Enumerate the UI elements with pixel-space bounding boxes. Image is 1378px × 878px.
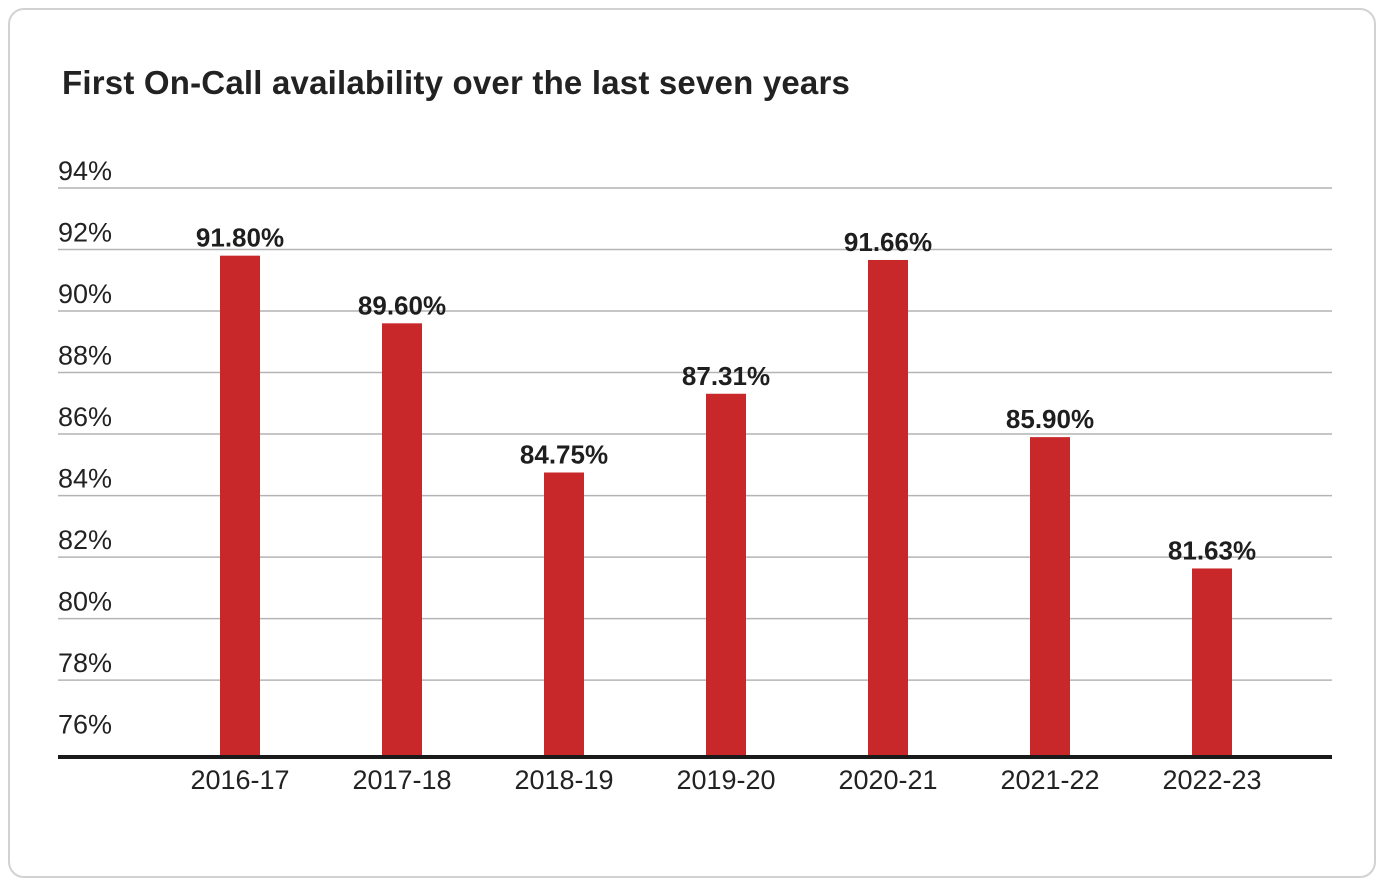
x-tick-label-2016-17: 2016-17 <box>190 765 289 795</box>
y-tick-label: 76% <box>58 710 112 740</box>
data-label-2016-17: 91.80% <box>196 223 284 253</box>
data-label-2022-23: 81.63% <box>1168 535 1256 565</box>
data-label-2021-22: 85.90% <box>1006 404 1094 434</box>
data-label-2019-20: 87.31% <box>682 361 770 391</box>
x-tick-label-2022-23: 2022-23 <box>1162 765 1261 795</box>
chart-title: First On-Call availability over the last… <box>62 64 851 101</box>
y-tick-label: 88% <box>58 341 112 371</box>
x-tick-label-2019-20: 2019-20 <box>676 765 775 795</box>
bar-2021-22 <box>1030 437 1070 757</box>
bar-2022-23 <box>1192 568 1232 757</box>
y-tick-label: 92% <box>58 218 112 248</box>
y-tick-label: 82% <box>58 525 112 555</box>
data-label-2020-21: 91.66% <box>844 227 932 257</box>
bar-2017-18 <box>382 323 422 757</box>
data-label-2018-19: 84.75% <box>520 440 608 470</box>
y-tick-label: 80% <box>58 587 112 617</box>
bar-2016-17 <box>220 255 260 758</box>
y-tick-label: 78% <box>58 648 112 678</box>
y-tick-label: 84% <box>58 464 112 494</box>
x-tick-label-2021-22: 2021-22 <box>1000 765 1099 795</box>
y-tick-label: 94% <box>58 156 112 186</box>
bar-2018-19 <box>544 472 584 757</box>
y-tick-label: 86% <box>58 402 112 432</box>
y-tick-label: 90% <box>58 279 112 309</box>
x-tick-label-2018-19: 2018-19 <box>514 765 613 795</box>
bar-2019-20 <box>706 393 746 757</box>
x-tick-label-2017-18: 2017-18 <box>352 765 451 795</box>
x-tick-label-2020-21: 2020-21 <box>838 765 937 795</box>
bar-2020-21 <box>868 259 908 757</box>
data-label-2017-18: 89.60% <box>358 290 446 320</box>
